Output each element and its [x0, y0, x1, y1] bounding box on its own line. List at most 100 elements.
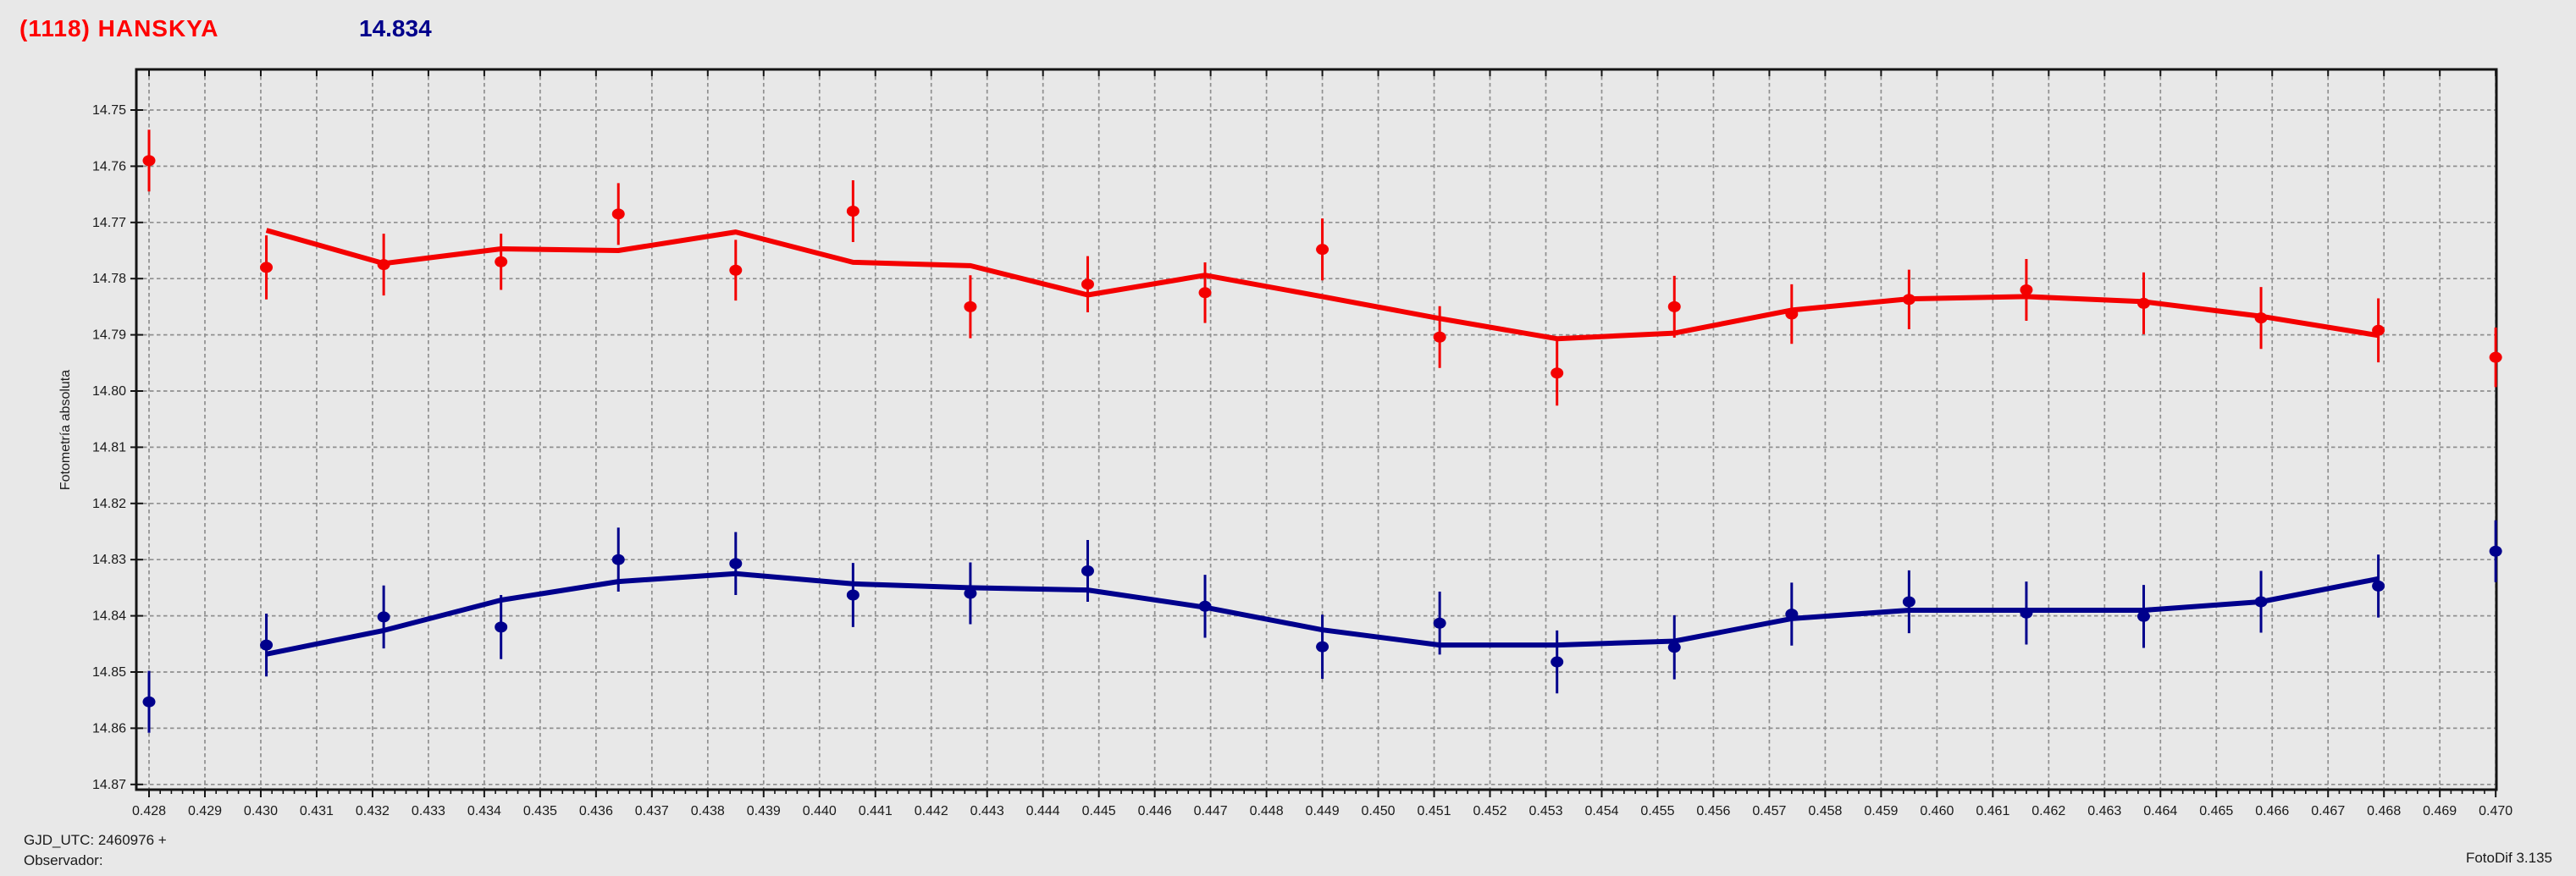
- svg-text:14.81: 14.81: [92, 440, 126, 455]
- svg-text:0.440: 0.440: [803, 804, 837, 818]
- svg-text:0.449: 0.449: [1306, 804, 1340, 818]
- svg-text:0.436: 0.436: [579, 804, 613, 818]
- data-point: [260, 613, 274, 677]
- svg-text:14.84: 14.84: [92, 609, 126, 624]
- svg-text:14.80: 14.80: [92, 384, 126, 399]
- svg-text:14.83: 14.83: [92, 553, 126, 567]
- svg-text:0.450: 0.450: [1362, 804, 1396, 818]
- svg-text:14.75: 14.75: [92, 103, 126, 118]
- svg-text:0.457: 0.457: [1752, 804, 1786, 818]
- blue-average-line: [266, 570, 2380, 657]
- data-point: [260, 235, 274, 300]
- svg-text:0.459: 0.459: [1864, 804, 1898, 818]
- y-axis-title: Fotometría absoluta: [58, 369, 73, 491]
- data-point: [2137, 585, 2150, 648]
- svg-text:0.462: 0.462: [2032, 804, 2065, 818]
- app-version-label: FotoDif 3.135: [2465, 850, 2552, 866]
- svg-text:0.458: 0.458: [1808, 804, 1842, 818]
- axis-ticks: [130, 69, 2497, 797]
- svg-text:0.468: 0.468: [2367, 804, 2401, 818]
- blue-average-line-path: [266, 570, 2380, 657]
- svg-text:0.431: 0.431: [300, 804, 334, 818]
- svg-text:14.76: 14.76: [92, 159, 126, 174]
- svg-text:14.78: 14.78: [92, 272, 126, 286]
- svg-text:0.438: 0.438: [691, 804, 725, 818]
- plot-border: [135, 68, 2498, 791]
- svg-text:14.82: 14.82: [92, 497, 126, 511]
- svg-text:0.439: 0.439: [747, 804, 781, 818]
- svg-text:0.437: 0.437: [635, 804, 669, 818]
- svg-text:0.446: 0.446: [1138, 804, 1172, 818]
- chart-header: (1118) HANSKYA 14.834: [0, 15, 2576, 46]
- gjd-utc-label: GJD_UTC: 2460976 +: [24, 832, 167, 848]
- data-point: [611, 183, 625, 245]
- svg-text:0.466: 0.466: [2255, 804, 2289, 818]
- svg-text:0.453: 0.453: [1528, 804, 1562, 818]
- data-point: [1316, 614, 1329, 679]
- svg-text:0.428: 0.428: [132, 804, 166, 818]
- data-point: [1198, 262, 1212, 323]
- svg-text:0.444: 0.444: [1026, 804, 1060, 818]
- svg-text:0.443: 0.443: [970, 804, 1004, 818]
- data-point: [1667, 614, 1681, 680]
- svg-text:14.79: 14.79: [92, 328, 126, 343]
- svg-text:0.467: 0.467: [2311, 804, 2345, 818]
- data-point: [2489, 520, 2502, 582]
- data-point: [846, 180, 860, 243]
- data-point: [377, 585, 390, 649]
- data-point: [1667, 275, 1681, 338]
- data-point: [729, 240, 743, 301]
- blue-measurements: [142, 520, 2502, 733]
- svg-text:14.85: 14.85: [92, 665, 126, 680]
- data-point: [1902, 570, 1915, 634]
- data-point: [964, 275, 977, 339]
- svg-text:0.463: 0.463: [2087, 804, 2121, 818]
- svg-text:0.460: 0.460: [1920, 804, 1954, 818]
- svg-text:0.452: 0.452: [1473, 804, 1506, 818]
- data-point: [2020, 581, 2033, 645]
- svg-text:0.432: 0.432: [356, 804, 390, 818]
- y-tick-labels: 14.75 14.76 14.77 14.78 14.79 14.80 14.81 14.82…: [92, 103, 126, 792]
- svg-text:0.456: 0.456: [1696, 804, 1730, 818]
- svg-text:0.435: 0.435: [523, 804, 557, 818]
- svg-text:0.430: 0.430: [244, 804, 278, 818]
- data-point: [1316, 218, 1329, 281]
- svg-text:14.87: 14.87: [92, 778, 126, 792]
- x-tick-labels: 0.428 0.429 0.430 0.431 0.432 0.433 0.434 0.435…: [132, 804, 2512, 818]
- data-point: [2489, 327, 2502, 388]
- svg-text:0.461: 0.461: [1976, 804, 2009, 818]
- data-point: [495, 234, 508, 290]
- object-title: (1118) HANSKYA: [19, 15, 219, 41]
- svg-text:14.77: 14.77: [92, 216, 126, 230]
- data-point: [2372, 554, 2385, 618]
- svg-text:0.445: 0.445: [1082, 804, 1116, 818]
- mean-magnitude-value: 14.834: [359, 15, 432, 41]
- observer-label: Observador:: [24, 852, 103, 868]
- data-point: [846, 563, 860, 627]
- svg-text:14.86: 14.86: [92, 721, 126, 736]
- red-average-line: [265, 228, 2380, 342]
- data-point: [2020, 258, 2033, 321]
- data-point: [1081, 256, 1094, 313]
- svg-text:0.464: 0.464: [2143, 804, 2177, 818]
- svg-text:0.433: 0.433: [412, 804, 445, 818]
- data-point: [964, 562, 977, 625]
- svg-text:0.429: 0.429: [188, 804, 222, 818]
- data-point: [2372, 298, 2385, 363]
- svg-text:0.448: 0.448: [1250, 804, 1284, 818]
- svg-text:0.447: 0.447: [1194, 804, 1228, 818]
- svg-text:0.465: 0.465: [2199, 804, 2233, 818]
- data-point: [142, 129, 156, 192]
- svg-text:0.469: 0.469: [2423, 804, 2457, 818]
- data-point: [495, 595, 508, 659]
- svg-text:0.441: 0.441: [859, 804, 893, 818]
- data-point: [1551, 630, 1564, 694]
- data-point: [142, 670, 156, 733]
- svg-text:0.442: 0.442: [915, 804, 948, 818]
- svg-text:0.451: 0.451: [1418, 804, 1451, 818]
- svg-text:0.455: 0.455: [1640, 804, 1674, 818]
- red-average-line-path: [265, 228, 2380, 342]
